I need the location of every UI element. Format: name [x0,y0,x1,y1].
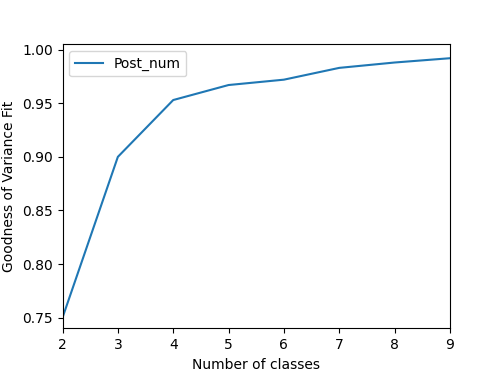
Post_num [336,66,342,70]
Post_num [170,98,176,102]
Y-axis label: Goodness of Variance Fit: Goodness of Variance Fit [2,101,16,272]
Post_num [281,77,287,82]
Post_num [60,315,66,320]
Legend: Post_num: Post_num [70,51,186,76]
Post_num [447,56,453,61]
X-axis label: Number of classes: Number of classes [192,358,320,369]
Line: Post_num: Post_num [62,58,450,318]
Post_num [115,155,121,159]
Post_num [392,60,398,65]
Post_num [226,83,232,87]
